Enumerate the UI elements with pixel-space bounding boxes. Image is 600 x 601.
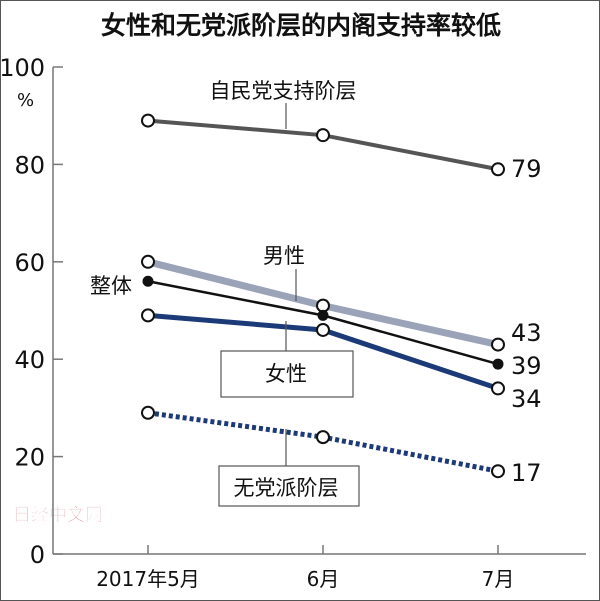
end-value-label: 17 — [511, 459, 542, 487]
data-point — [491, 464, 505, 479]
end-value-label: 34 — [511, 385, 542, 413]
y-tick-label: 40 — [14, 346, 45, 374]
series-2: 39 整体 — [90, 274, 542, 380]
x-tick-label: 6月 — [307, 567, 340, 591]
data-point — [491, 162, 505, 177]
data-point — [317, 309, 329, 321]
x-tick-label: 2017年5月 — [96, 567, 200, 591]
series-1: 43 男性 — [141, 244, 542, 352]
series-0: 79 自民党支持阶层 — [141, 79, 542, 183]
data-point — [316, 430, 330, 445]
chart-title: 女性和无党派阶层的内阁支持率较低 — [101, 11, 501, 40]
data-point — [141, 405, 155, 420]
y-axis-unit: % — [17, 90, 34, 111]
series-label: 整体 — [90, 274, 132, 298]
end-value-label: 39 — [511, 352, 542, 380]
label-box — [220, 350, 354, 398]
label-box — [218, 465, 360, 507]
data-point — [316, 128, 330, 143]
series-label: 女性 — [265, 362, 307, 386]
series-label: 自民党支持阶层 — [210, 79, 357, 103]
data-point — [141, 254, 155, 269]
y-tick-label: 60 — [14, 249, 45, 277]
end-value-label: 43 — [511, 319, 542, 347]
series-label: 男性 — [263, 244, 305, 268]
y-tick-label: 100 — [1, 54, 45, 82]
x-tick-label: 7月 — [482, 567, 515, 591]
data-point — [491, 337, 505, 352]
data-point — [141, 113, 155, 128]
data-point — [142, 275, 154, 287]
data-point — [491, 381, 505, 396]
data-point — [492, 358, 504, 370]
series-3: 34 女性 — [141, 308, 542, 413]
series-line — [147, 118, 499, 172]
data-point — [316, 322, 330, 337]
y-tick-label: 80 — [14, 151, 45, 179]
y-tick-label: 0 — [30, 541, 45, 569]
data-point — [316, 298, 330, 313]
data-point — [141, 308, 155, 323]
series-label: 无党派阶层 — [234, 476, 339, 500]
y-tick-label: 20 — [14, 444, 45, 472]
series-4: 17 无党派阶层 — [141, 405, 542, 507]
end-value-label: 79 — [511, 155, 542, 183]
watermark: 日经中文网 — [13, 504, 103, 526]
